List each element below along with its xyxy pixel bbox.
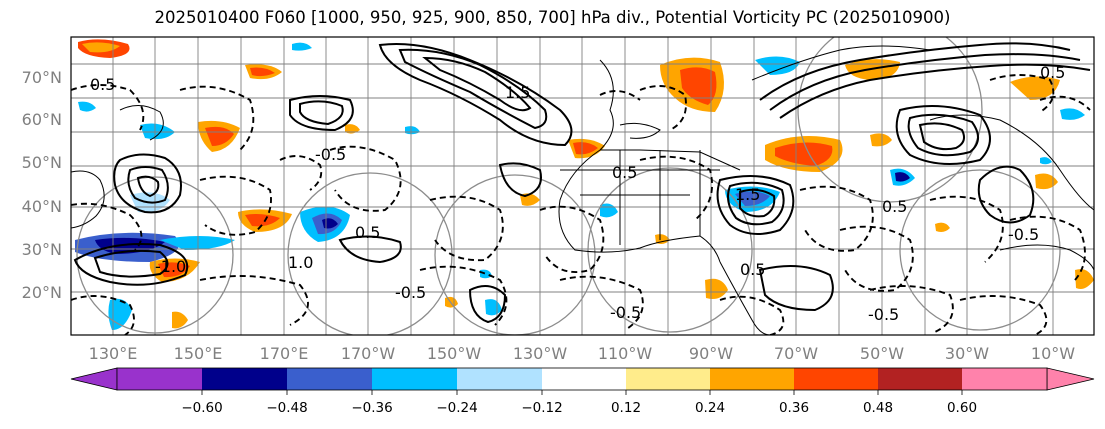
colorbar-tick-label: 0.36 bbox=[779, 400, 809, 416]
colorbar-extend-max bbox=[1046, 367, 1095, 391]
lon-label: 50°W bbox=[860, 344, 904, 363]
coastlines bbox=[71, 45, 1094, 335]
colorbar-segment bbox=[457, 368, 542, 390]
range-circles bbox=[76, 37, 1061, 335]
colorbar-extend-min bbox=[70, 367, 118, 391]
latitude-labels: 70°N 60°N 50°N 40°N 30°N 20°N bbox=[22, 68, 62, 302]
colorbar-segment bbox=[878, 368, 962, 390]
lon-label: 90°W bbox=[689, 344, 733, 363]
contour-label: -0.5 bbox=[315, 145, 346, 164]
contour-label: 1.5 bbox=[735, 185, 760, 204]
contour-label: 0.5 bbox=[612, 163, 637, 182]
shaded-patches bbox=[75, 39, 1094, 330]
colorbar-segment bbox=[710, 368, 794, 390]
colorbar-tick-label: 0.12 bbox=[611, 400, 641, 416]
contour-label: 0.5 bbox=[740, 260, 765, 279]
lon-label: 110°W bbox=[598, 344, 653, 363]
lon-label: 150°E bbox=[174, 344, 223, 363]
colorbar-segment bbox=[117, 368, 202, 390]
contour-label: -0.5 bbox=[1008, 225, 1039, 244]
contour-label: -1.0 bbox=[155, 257, 186, 276]
map-panel: 0.5 -0.5 1.0 -1.0 0.5 -0.5 1.5 0.5 -0.5 … bbox=[70, 36, 1095, 336]
lon-label: 130°E bbox=[89, 344, 138, 363]
contour-label: 0.5 bbox=[90, 75, 115, 94]
lat-label: 50°N bbox=[22, 153, 62, 172]
solid-contours bbox=[73, 42, 1091, 324]
contour-label: 1.0 bbox=[288, 253, 313, 272]
colorbar-segment bbox=[202, 368, 287, 390]
contour-label: 0.5 bbox=[882, 197, 907, 216]
lon-label: 130°W bbox=[513, 344, 568, 363]
map-background bbox=[71, 37, 1094, 335]
colorbar-frame bbox=[116, 367, 1048, 391]
colorbar-segment bbox=[372, 368, 457, 390]
colorbar-tick-label: 0.48 bbox=[863, 400, 893, 416]
lon-label: 170°W bbox=[341, 344, 396, 363]
colorbar-ticks bbox=[201, 390, 963, 395]
contour-label: -0.5 bbox=[610, 303, 641, 322]
colorbar-tick-label: 0.24 bbox=[695, 400, 725, 416]
contour-label: 0.5 bbox=[355, 223, 380, 242]
lat-label: 40°N bbox=[22, 197, 62, 216]
lon-label: 70°W bbox=[774, 344, 818, 363]
contour-label: -0.5 bbox=[868, 305, 899, 324]
colorbar-tick-label: −0.48 bbox=[266, 400, 307, 416]
lat-label: 30°N bbox=[22, 240, 62, 259]
lon-label: 10°W bbox=[1031, 344, 1075, 363]
dashed-contours bbox=[71, 74, 1091, 335]
lat-label: 20°N bbox=[22, 283, 62, 302]
contour-label: 0.5 bbox=[1040, 63, 1065, 82]
colorbar-tick-label: −0.24 bbox=[436, 400, 477, 416]
contour-labels: 0.5 -0.5 1.0 -1.0 0.5 -0.5 1.5 0.5 -0.5 … bbox=[90, 63, 1065, 324]
colorbar-segment bbox=[962, 368, 1047, 390]
lat-label: 70°N bbox=[22, 68, 62, 87]
colorbar: −0.60 −0.48 −0.36 −0.24 −0.12 0.12 0.24 … bbox=[70, 367, 1095, 416]
lon-label: 30°W bbox=[945, 344, 989, 363]
colorbar-segment bbox=[626, 368, 710, 390]
colorbar-tick-label: −0.36 bbox=[351, 400, 392, 416]
colorbar-segment bbox=[542, 368, 626, 390]
map-frame bbox=[70, 36, 1095, 336]
colorbar-tick-label: 0.60 bbox=[947, 400, 977, 416]
longitude-labels: 130°E 150°E 170°E 170°W 150°W 130°W 110°… bbox=[89, 344, 1076, 363]
colorbar-tick-label: −0.60 bbox=[181, 400, 222, 416]
lon-label: 170°E bbox=[260, 344, 309, 363]
graticule bbox=[71, 37, 1094, 335]
contour-label: -0.5 bbox=[395, 283, 426, 302]
figure-title: 2025010400 F060 [1000, 950, 925, 900, 85… bbox=[154, 8, 951, 27]
lat-label: 60°N bbox=[22, 110, 62, 129]
colorbar-segment bbox=[794, 368, 878, 390]
contour-label: 1.5 bbox=[505, 83, 530, 102]
colorbar-segment bbox=[287, 368, 372, 390]
colorbar-tick-label: −0.12 bbox=[521, 400, 562, 416]
lon-label: 150°W bbox=[427, 344, 482, 363]
